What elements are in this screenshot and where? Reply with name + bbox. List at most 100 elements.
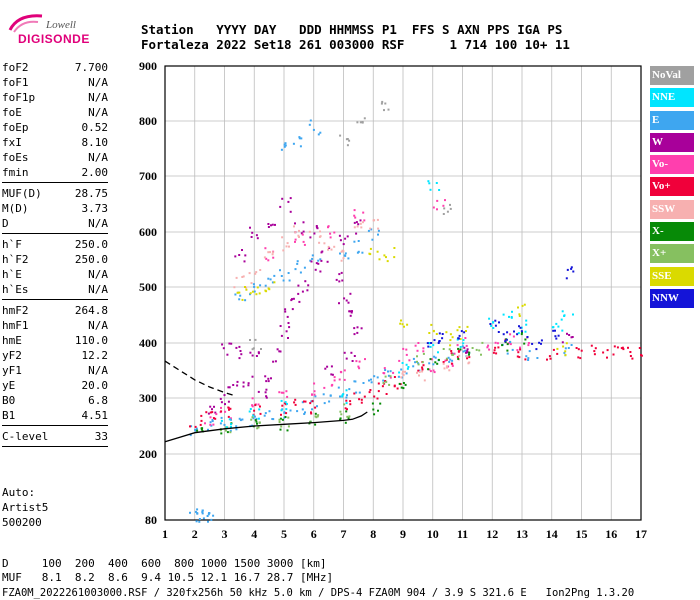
param-row: hmF1 N/A bbox=[2, 318, 108, 333]
echo-point-e bbox=[279, 269, 281, 272]
echo-point-vo- bbox=[212, 423, 215, 426]
echo-point-w bbox=[351, 310, 353, 313]
echo-point-nne bbox=[525, 319, 528, 322]
echo-point-ssw bbox=[319, 230, 321, 233]
echo-point-vo- bbox=[527, 342, 530, 344]
echo-point-e bbox=[241, 418, 244, 421]
echo-point-w bbox=[247, 384, 250, 387]
echo-point-w bbox=[211, 408, 213, 411]
echo-point-ssw bbox=[308, 230, 311, 233]
echo-point-x- bbox=[468, 353, 470, 356]
echo-point-e bbox=[269, 278, 272, 281]
echo-point-w bbox=[289, 210, 292, 213]
echo-point-e bbox=[368, 379, 370, 382]
echo-point-vo- bbox=[516, 355, 519, 358]
plot-border bbox=[164, 65, 642, 521]
echo-point-nnw bbox=[570, 267, 573, 270]
echo-point-vo- bbox=[408, 359, 411, 362]
echo-point-vo- bbox=[309, 402, 312, 405]
echo-point-w bbox=[267, 223, 270, 225]
echo-point-vo- bbox=[432, 206, 435, 209]
echo-point-nnw bbox=[498, 321, 500, 324]
echo-point-ssw bbox=[242, 275, 245, 278]
echo-point-e bbox=[387, 370, 389, 373]
echo-point-vo- bbox=[432, 369, 435, 372]
echo-point-w bbox=[340, 271, 343, 274]
echo-point-e bbox=[238, 298, 241, 301]
echo-point-x- bbox=[346, 415, 349, 418]
echo-point-e bbox=[300, 137, 303, 140]
echo-point-w bbox=[274, 360, 277, 363]
echo-point-w bbox=[287, 322, 290, 324]
echo-point-vo- bbox=[251, 397, 254, 400]
param-name: C-level bbox=[2, 430, 49, 443]
y-tick-label: 300 bbox=[139, 391, 157, 405]
echo-point-e bbox=[289, 409, 292, 412]
echo-point-vo- bbox=[593, 353, 596, 356]
echo-point-e bbox=[464, 349, 467, 352]
echo-point-w bbox=[251, 231, 254, 234]
echo-point-w bbox=[236, 380, 239, 383]
echo-point-sse bbox=[255, 293, 258, 296]
param-row: h`F2 250.0 bbox=[2, 252, 108, 267]
echo-point-e bbox=[362, 382, 365, 384]
echo-point-vo- bbox=[493, 349, 496, 352]
param-row: foF2 7.700 bbox=[2, 60, 108, 75]
echo-point-e bbox=[347, 257, 350, 260]
echo-point-x- bbox=[475, 348, 478, 351]
echo-point-nne bbox=[557, 325, 560, 328]
param-row: MUF(D) 28.75 bbox=[2, 186, 108, 201]
echo-point-sse bbox=[564, 354, 567, 357]
echo-point-e bbox=[564, 347, 567, 350]
echo-point-w bbox=[331, 373, 334, 376]
echo-point-vo- bbox=[433, 371, 436, 374]
echo-point-noval bbox=[339, 134, 342, 137]
echo-point-noval bbox=[345, 138, 348, 141]
echo-point-w bbox=[310, 260, 313, 263]
echo-point-vo- bbox=[280, 413, 282, 416]
legend-item-vo-: Vo+ bbox=[650, 177, 694, 197]
echo-point-x- bbox=[384, 375, 387, 378]
echo-point-sse bbox=[241, 298, 244, 301]
echo-point-sse bbox=[393, 247, 396, 249]
echo-point-e bbox=[292, 142, 295, 145]
echo-point-sse bbox=[378, 258, 381, 261]
echo-point-e bbox=[397, 375, 400, 378]
echo-point-vo- bbox=[220, 410, 223, 413]
echo-point-ssw bbox=[360, 226, 363, 229]
x-tick-label: 14 bbox=[546, 527, 558, 541]
echo-point-vo- bbox=[422, 350, 425, 353]
echo-point-e bbox=[271, 281, 274, 284]
echo-point-e bbox=[303, 266, 306, 269]
param-name: M(D) bbox=[2, 202, 29, 215]
echo-point-e bbox=[283, 416, 286, 419]
echo-point-nne bbox=[561, 329, 564, 332]
echo-point-e bbox=[303, 413, 306, 415]
echo-point-w bbox=[302, 221, 305, 224]
echo-point-e bbox=[317, 133, 320, 136]
echo-point-w bbox=[463, 346, 466, 349]
y-tick-label: 600 bbox=[139, 225, 157, 239]
echo-point-w bbox=[289, 197, 292, 200]
echo-point-w bbox=[568, 334, 571, 336]
echo-point-e bbox=[280, 275, 283, 277]
footer-muf-row: MUF 8.1 8.2 8.6 9.4 10.5 12.1 16.7 28.7 … bbox=[2, 571, 334, 584]
echo-point-e bbox=[311, 408, 313, 411]
param-value: 250.0 bbox=[74, 238, 108, 251]
param-row: foEp 0.52 bbox=[2, 120, 108, 135]
echo-point-vo- bbox=[444, 199, 446, 202]
echo-point-w bbox=[255, 355, 258, 357]
echo-point-e bbox=[211, 420, 214, 423]
echo-point-w bbox=[347, 301, 350, 304]
logo-digisonde-text: DIGISONDE bbox=[18, 32, 90, 46]
echo-point-w bbox=[238, 357, 241, 360]
echo-point-e bbox=[235, 425, 238, 428]
echo-point-e bbox=[319, 258, 322, 261]
echo-point-vo- bbox=[606, 349, 609, 352]
echo-point-vo- bbox=[385, 393, 388, 395]
echo-point-vo- bbox=[310, 411, 312, 414]
echo-point-vo- bbox=[229, 417, 232, 420]
echo-point-vo- bbox=[251, 404, 254, 407]
echo-point-noval bbox=[380, 102, 383, 105]
echo-point-x- bbox=[254, 419, 257, 422]
